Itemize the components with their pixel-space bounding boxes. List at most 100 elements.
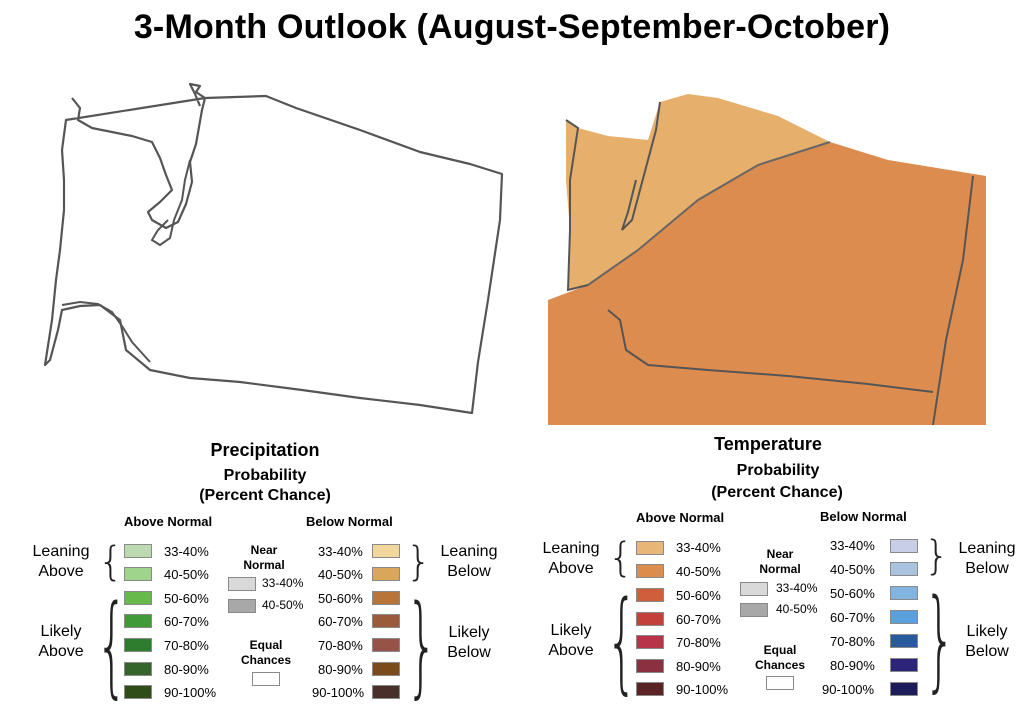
temp-equal-chances-label: Equal Chances [754,643,806,672]
temp-above-swatch-3 [636,588,664,602]
precip-below-header: Below Normal [306,514,393,529]
precip-below-swatch-3 [372,591,400,605]
precip-legend-subtitle2: (Percent Chance) [199,487,331,504]
temp-map-coast [565,119,934,393]
precip-near-swatch-1 [228,577,256,591]
precip-above-range-6: 80-90% [164,662,209,677]
precip-likely-below-label: Likely Below [447,624,491,661]
temp-below-swatch-1 [890,539,918,553]
temp-near-normal-label: Near Normal [759,547,801,576]
temp-above-range-6: 80-90% [676,659,721,674]
temp-map-state-line [932,175,974,425]
temperature-map [548,80,986,425]
temp-near-swatch-1 [740,582,768,596]
temp-below-swatch-5 [890,634,918,648]
precip-above-swatch-4 [124,614,152,628]
temp-map-boundary [587,141,831,286]
temp-leaning-above-brace: { [608,535,634,581]
precip-legend-subtitle: Probability [223,467,307,484]
temp-below-range-6: 80-90% [830,658,875,673]
precip-near-normal-label: Near Normal [243,543,285,572]
temp-below-range-1: 33-40% [830,538,875,553]
temp-leaning-below-label: Leaning Below [958,540,1016,577]
temp-below-range-7: 90-100% [822,682,875,697]
temp-above-swatch-1 [636,541,664,555]
precip-equal-chances-swatch [252,672,280,686]
temp-below-swatch-7 [890,682,918,696]
temp-map-above-area [548,142,986,425]
temp-above-swatch-6 [636,659,664,673]
precip-near-range-2: 40-50% [262,598,304,612]
temp-above-swatch-4 [636,612,664,626]
temp-above-range-2: 40-50% [676,564,721,579]
precip-below-swatch-5 [372,638,400,652]
precip-leaning-above-brace: { [98,539,124,585]
precipitation-map [43,82,504,415]
precip-above-swatch-5 [124,638,152,652]
temp-likely-above-label: Likely Above [548,622,594,659]
precip-below-swatch-2 [372,567,400,581]
temp-above-range-3: 50-60% [676,588,721,603]
precip-above-swatch-1 [124,544,152,558]
temp-above-range-1: 33-40% [676,540,721,555]
temp-above-range-7: 90-100% [676,682,729,697]
precip-likely-below-brace: } [406,581,438,709]
temp-leaning-above-label: Leaning Above [542,540,600,577]
precip-above-swatch-3 [124,591,152,605]
temp-below-swatch-2 [890,562,918,576]
temp-likely-below-brace: } [924,575,956,703]
precip-leaning-below-brace: } [406,539,432,585]
temp-near-range-2: 40-50% [776,602,818,616]
precip-near-range-1: 33-40% [262,576,304,590]
precip-above-range-7: 90-100% [164,685,217,700]
precip-leaning-below-label: Leaning Below [440,543,498,580]
temp-legend-subtitle2: (Percent Chance) [711,484,843,501]
precip-above-range-4: 60-70% [164,614,209,629]
precip-below-range-7: 90-100% [312,685,365,700]
temp-above-swatch-7 [636,682,664,696]
washington-outline [43,82,504,415]
temp-above-range-5: 70-80% [676,635,721,650]
temp-below-range-3: 50-60% [830,586,875,601]
precip-legend-title: Precipitation [210,440,320,460]
columbia-river [61,300,151,363]
temp-above-range-4: 60-70% [676,612,721,627]
precip-above-range-2: 40-50% [164,567,209,582]
temp-below-swatch-4 [890,610,918,624]
temp-below-range-5: 70-80% [830,634,875,649]
temp-equal-chances-swatch [766,676,794,690]
temp-near-range-1: 33-40% [776,581,818,595]
temp-above-header: Above Normal [636,510,725,525]
precip-near-swatch-2 [228,599,256,613]
precip-above-swatch-6 [124,662,152,676]
precip-below-range-1: 33-40% [318,544,363,559]
temp-legend-subtitle: Probability [736,462,820,479]
precip-likely-above-label: Likely Above [38,623,84,660]
temp-likely-above-brace: { [606,577,638,705]
puget-sound [150,159,191,247]
temp-below-header: Below Normal [820,509,907,524]
precip-above-range-5: 70-80% [164,638,209,653]
precip-below-range-2: 40-50% [318,567,363,582]
precip-below-swatch-1 [372,544,400,558]
precip-below-swatch-7 [372,685,400,699]
precip-equal-chances-label: Equal Chances [240,638,292,667]
temp-likely-below-label: Likely Below [965,623,1009,660]
precip-above-swatch-7 [124,685,152,699]
temp-above-swatch-5 [636,635,664,649]
precip-below-range-5: 70-80% [318,638,363,653]
precip-below-range-6: 80-90% [318,662,363,677]
temp-below-range-4: 60-70% [830,610,875,625]
page-title: 3-Month Outlook (August-September-Octobe… [133,8,891,46]
temp-above-swatch-2 [636,564,664,578]
precip-below-range-4: 60-70% [318,614,363,629]
temp-below-swatch-6 [890,658,918,672]
precip-likely-above-brace: { [96,581,128,709]
precip-below-swatch-6 [372,662,400,676]
precip-above-range-3: 50-60% [164,591,209,606]
temp-leaning-below-brace: } [924,533,950,579]
precip-above-header: Above Normal [124,514,213,529]
precip-below-range-3: 50-60% [318,591,363,606]
temp-legend-title: Temperature [714,434,822,454]
temp-near-swatch-2 [740,603,768,617]
